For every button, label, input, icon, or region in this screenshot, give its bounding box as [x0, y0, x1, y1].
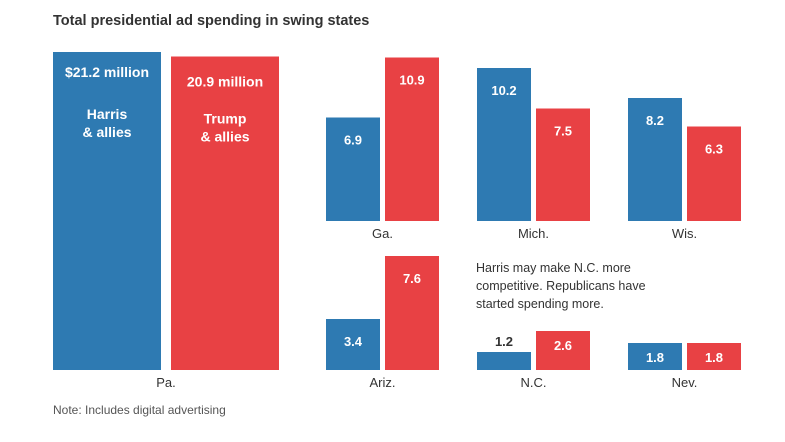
nc-annotation: Harris may make N.C. more competitive. R… — [476, 261, 646, 311]
value-label-trump-pa: 20.9 million — [187, 74, 263, 90]
bar-harris-ga — [326, 117, 380, 221]
value-label-trump-mich: 7.5 — [554, 124, 572, 139]
bar-trump-mich — [536, 108, 590, 221]
series-label-harris-line2: & allies — [82, 124, 131, 140]
bar-harris-ariz — [326, 319, 380, 370]
value-label-harris-nc: 1.2 — [495, 334, 513, 349]
value-label-harris-nev: 1.8 — [646, 350, 664, 365]
value-label-harris-ariz: 3.4 — [344, 334, 363, 349]
bar-harris-pa — [53, 52, 161, 370]
value-label-harris-pa: $21.2 million — [65, 64, 149, 80]
chart-title: Total presidential ad spending in swing … — [53, 13, 370, 29]
bar-trump-nc — [536, 331, 590, 370]
series-label-trump-line2: & allies — [200, 129, 249, 145]
bar-harris-mich — [477, 68, 531, 221]
state-label-mich: Mich. — [518, 226, 549, 241]
value-label-trump-ga: 10.9 — [399, 73, 424, 88]
value-label-trump-ariz: 7.6 — [403, 271, 421, 286]
value-label-harris-ga: 6.9 — [344, 133, 362, 148]
bar-trump-pa — [171, 56, 279, 370]
state-label-pa: Pa. — [156, 375, 176, 390]
state-label-nev: Nev. — [672, 375, 698, 390]
value-label-harris-mich: 10.2 — [491, 83, 516, 98]
value-label-harris-wis: 8.2 — [646, 113, 664, 128]
value-label-trump-wis: 6.3 — [705, 142, 723, 157]
bar-harris-nc — [477, 352, 531, 370]
state-label-ga: Ga. — [372, 226, 393, 241]
series-label-harris-line1: Harris — [87, 106, 128, 122]
state-label-ariz: Ariz. — [370, 375, 396, 390]
chart-note: Note: Includes digital advertising — [53, 403, 226, 417]
state-label-wis: Wis. — [672, 226, 697, 241]
bar-harris-wis — [628, 98, 682, 221]
value-label-trump-nev: 1.8 — [705, 350, 723, 365]
value-label-trump-nc: 2.6 — [554, 338, 572, 353]
state-label-nc: N.C. — [521, 375, 547, 390]
series-label-trump-line1: Trump — [204, 111, 247, 127]
bar-trump-wis — [687, 126, 741, 221]
bar-trump-ga — [385, 57, 439, 221]
bar-harris-nev — [628, 343, 682, 370]
bar-trump-nev — [687, 343, 741, 370]
bar-trump-ariz — [385, 256, 439, 370]
